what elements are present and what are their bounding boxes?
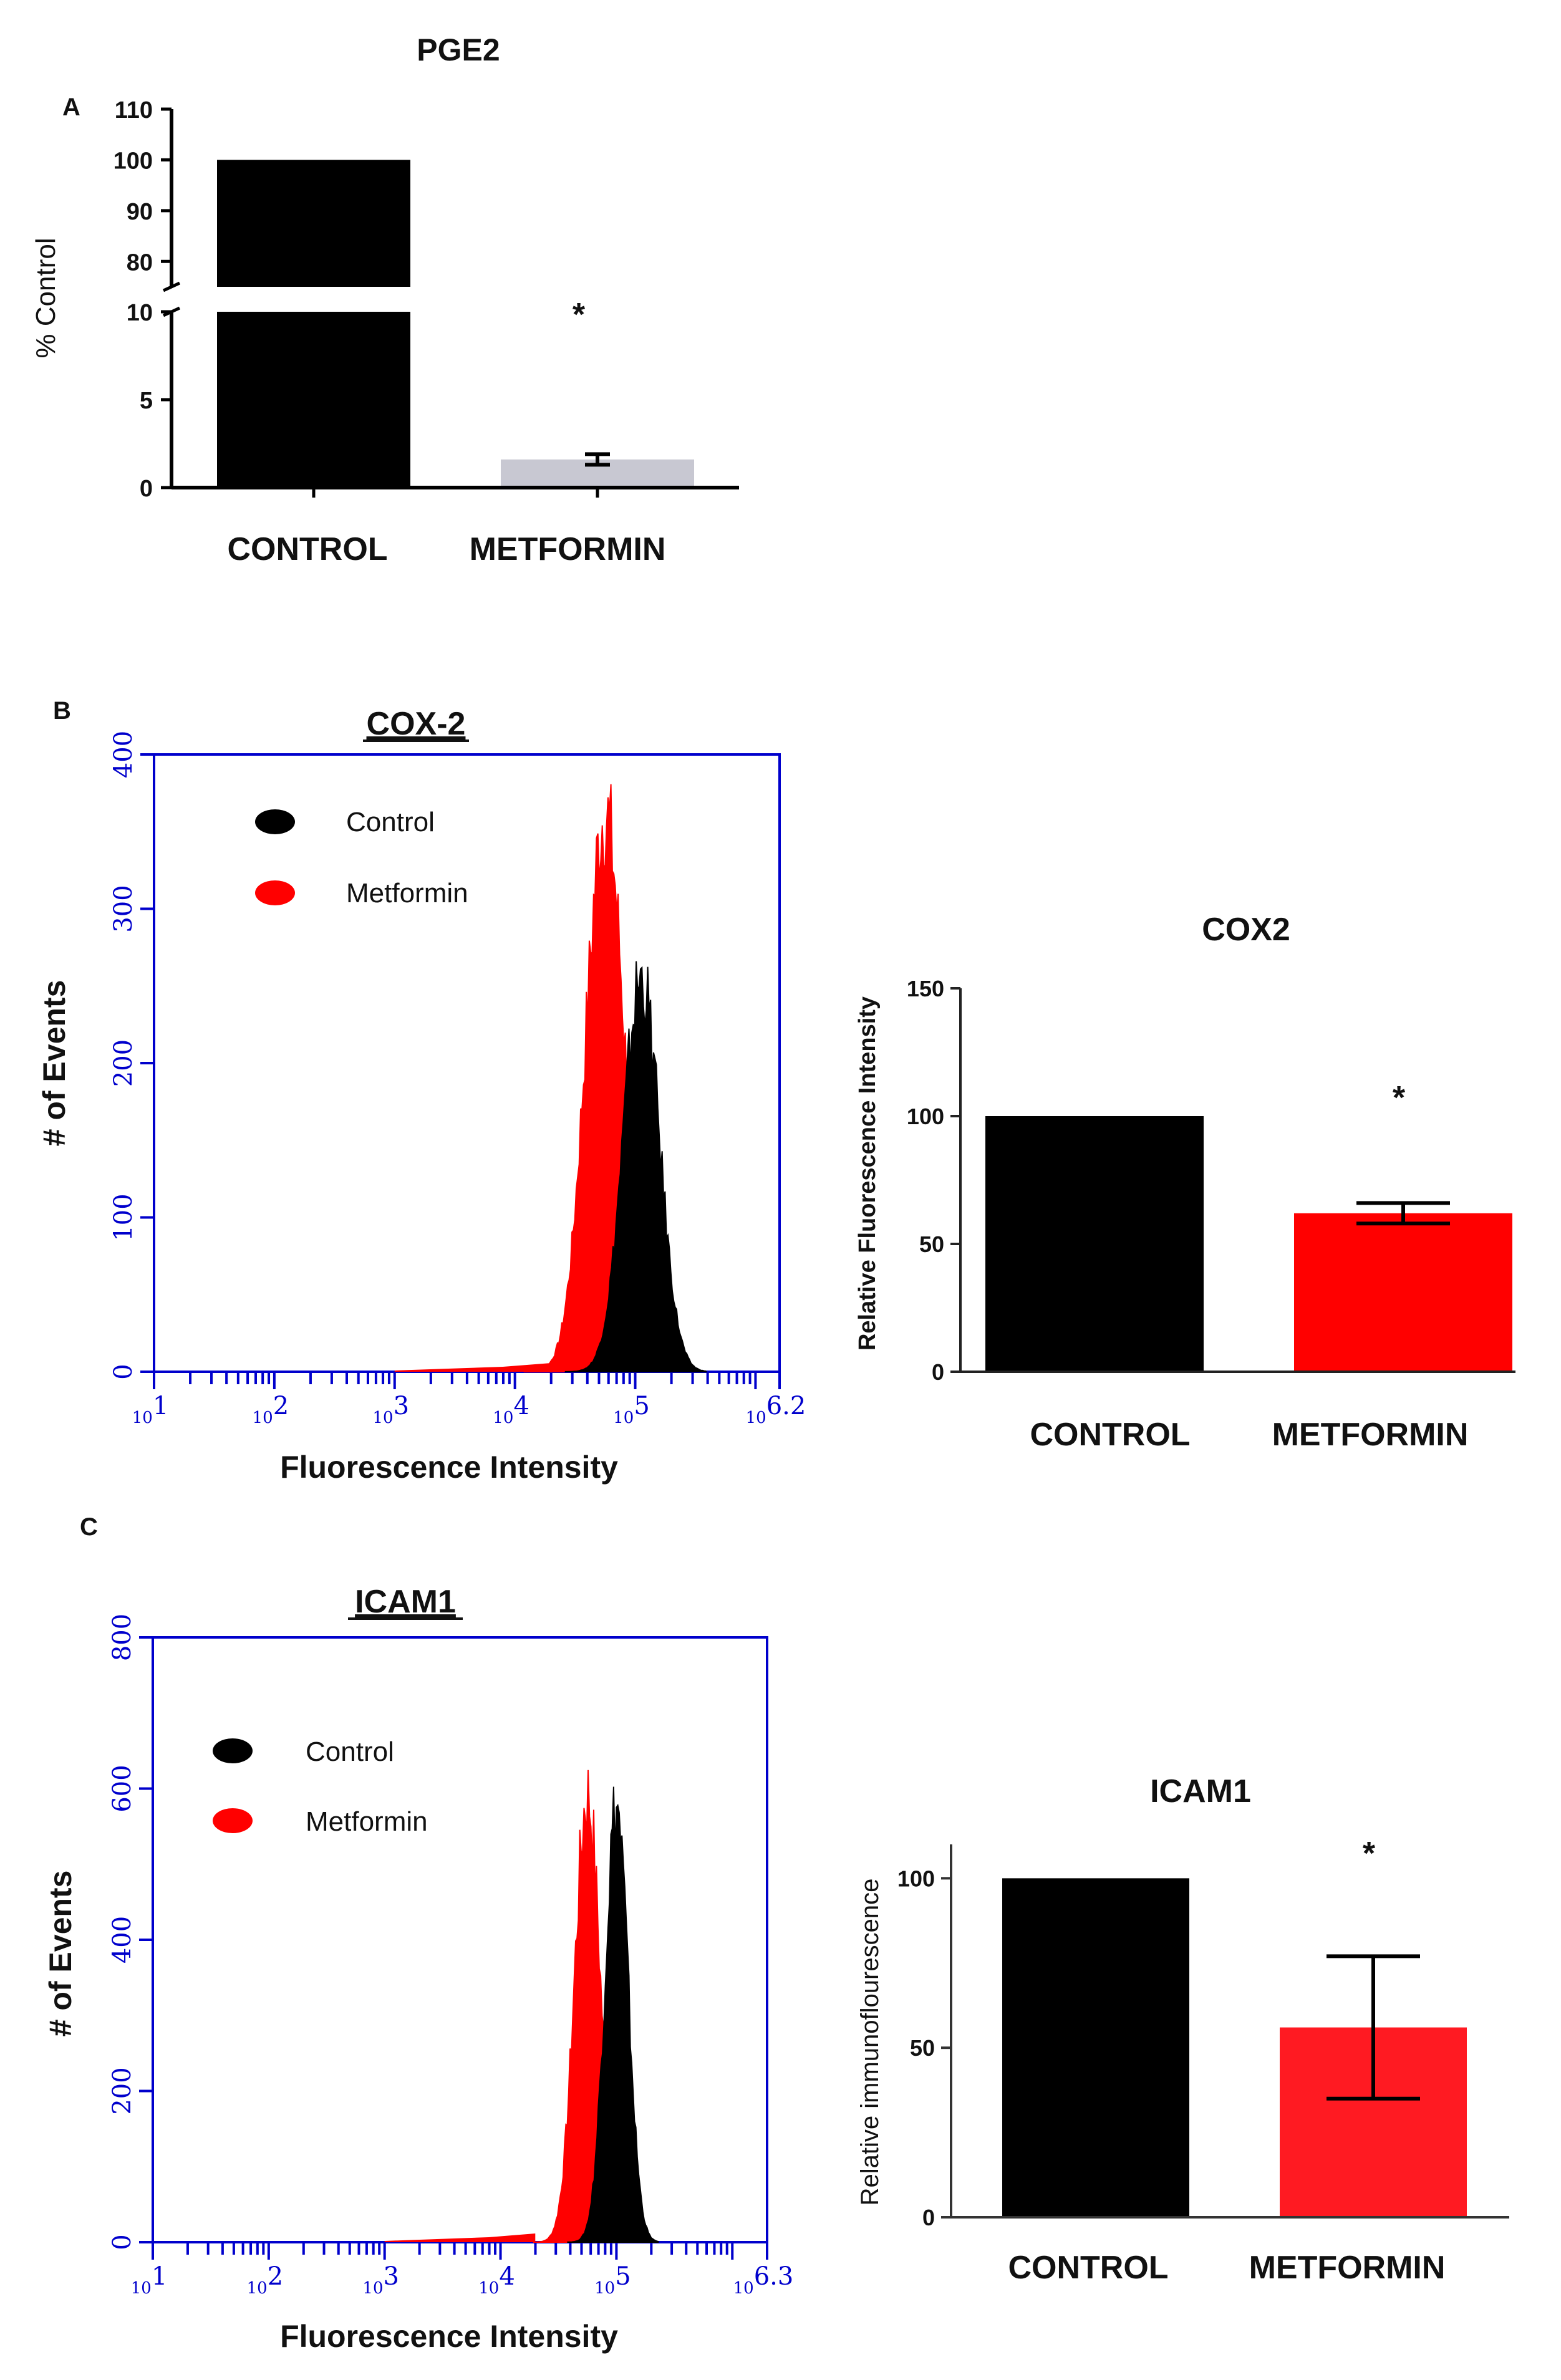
bar-chart-icam1: ICAM1 Relative immunoflourescence 0 50 100… <box>856 1773 1509 2286</box>
y-tick-label-200: 200 <box>108 2067 137 2114</box>
xlabel-icam1-hist: Fluorescence Intensity <box>280 2319 618 2354</box>
y-tick-label-50: 50 <box>919 1231 944 1257</box>
chart-title-pge2: PGE2 <box>417 32 500 67</box>
chart-title-icam1-hist: ICAM1 <box>355 1584 456 1620</box>
x-tick-labels-pge2: CONTROL METFORMIN <box>227 531 665 567</box>
y-tick-label-50: 50 <box>910 2035 935 2061</box>
ylabel-pge2: % Control <box>31 238 61 358</box>
legend-swatch-metformin-icam1 <box>213 1808 253 1833</box>
y-tick-label-10: 10 <box>127 300 153 326</box>
histogram-baseline-noise <box>384 2233 536 2242</box>
plot-area-pge2 <box>217 160 694 488</box>
bar-control <box>1002 1878 1189 2217</box>
legend-swatch-metformin <box>255 880 295 905</box>
y-tick-label-150: 150 <box>907 976 944 1001</box>
x-tick-label-10e5: 105 <box>613 1392 650 1427</box>
y-tick-label-110: 110 <box>115 97 153 123</box>
significance-asterisk-pge2: * <box>573 297 586 333</box>
legend-swatch-control <box>255 809 295 834</box>
x-tick-label-10e6.2: 106.2 <box>746 1392 806 1427</box>
x-tick-label-metformin: METFORMIN <box>470 531 666 567</box>
histogram-series-control <box>566 1786 659 2243</box>
x-tick-label-10e4: 104 <box>493 1392 529 1427</box>
x-tick-label-10e6.3: 106.3 <box>733 2262 794 2298</box>
chart-title-cox-2: COX-2 <box>367 706 466 742</box>
y-tick-label-100: 100 <box>907 1104 944 1129</box>
y-tick-label-90: 90 <box>127 199 153 225</box>
y-tick-label-800: 800 <box>108 1614 137 1661</box>
xlabel-cox2-hist: Fluorescence Intensity <box>280 1450 618 1485</box>
histogram-frame-icam1 <box>152 1636 768 2243</box>
ylabel-cox2-hist: # of Events <box>37 980 72 1147</box>
legend-label-metformin-icam1: Metformin <box>306 1806 428 1837</box>
panel-c: C ICAM1 0 200 400 600 800 101 102 103 104 105 106.… <box>43 1513 1509 2354</box>
histogram-series-control <box>564 961 708 1372</box>
legend-label-control-icam1: Control <box>306 1737 394 1767</box>
y-tick-label-0: 0 <box>109 1364 138 1379</box>
x-tick-label-10e4: 104 <box>478 2262 515 2298</box>
y-tick-label-80: 80 <box>127 249 153 276</box>
y-tick-label-0: 0 <box>922 2205 935 2230</box>
bar-chart-cox2: COX2 Relative Fluorescence Intensity 0 50… <box>854 912 1515 1453</box>
bar-control-lower <box>217 312 410 488</box>
y-tick-label-0: 0 <box>140 476 153 502</box>
x-tick-label-10e5: 105 <box>594 2262 631 2298</box>
y-tick-label-0: 0 <box>932 1359 944 1385</box>
legend-cox2: Control Metformin <box>255 807 468 908</box>
x-tick-label-10e3: 103 <box>362 2262 399 2298</box>
x-tick-label-control: CONTROL <box>227 531 387 567</box>
panel-label-b: B <box>53 697 71 725</box>
axis-break-mark-top <box>162 281 181 292</box>
histogram-plot-cox2: 0 100 200 300 400 101 102 103 104 105 106.2 <box>109 731 806 1427</box>
legend-icam1: Control Metformin <box>213 1737 428 1837</box>
chart-title-cox2: COX2 <box>1202 912 1290 948</box>
x-tick-label-metformin-cox2: METFORMIN <box>1272 1417 1469 1453</box>
bar-control-upper <box>217 160 410 287</box>
x-tick-label-control-cox2: CONTROL <box>1030 1417 1190 1453</box>
x-tick-label-10e2: 102 <box>247 2262 284 2298</box>
y-tick-label-5: 5 <box>140 388 153 414</box>
x-tick-label-10e1: 101 <box>132 1392 169 1427</box>
panel-b: B COX-2 0 100 200 300 400 101 102 103 104 105 106.… <box>37 697 1515 1485</box>
plot-area-icam1-bar: 0 50 100 <box>897 1844 1509 2230</box>
y-tick-label-200: 200 <box>109 1039 138 1087</box>
y-tick-label-400: 400 <box>108 1916 137 1963</box>
y-tick-label-100: 100 <box>114 148 153 174</box>
x-tick-label-10e1: 101 <box>131 2262 168 2298</box>
legend-swatch-control-icam1 <box>213 1738 253 1763</box>
axes-pge2: 0 5 10 80 90 100 110 <box>114 97 739 502</box>
y-tick-label-100: 100 <box>109 1193 138 1241</box>
y-tick-label-400: 400 <box>109 731 138 778</box>
x-tick-label-metformin-icam1: METFORMIN <box>1249 2250 1446 2286</box>
ylabel-icam1-hist: # of Events <box>43 1871 78 2037</box>
bar-control <box>985 1116 1204 1372</box>
y-tick-label-300: 300 <box>109 885 138 932</box>
chart-title-icam1-bar: ICAM1 <box>1150 1773 1251 1809</box>
y-tick-label-600: 600 <box>108 1765 137 1812</box>
panel-label-c: C <box>80 1513 98 1541</box>
ylabel-icam1-bar: Relative immunoflourescence <box>856 1879 884 2206</box>
legend-label-metformin: Metformin <box>346 878 468 908</box>
y-tick-label-0: 0 <box>108 2234 137 2250</box>
plot-area-cox2-bar: 0 50 100 150 <box>907 976 1515 1385</box>
histogram-frame-cox2 <box>153 753 781 1373</box>
significance-asterisk-icam1: * <box>1363 1836 1376 1872</box>
x-tick-label-10e3: 103 <box>372 1392 409 1427</box>
panel-label-a: A <box>62 94 80 121</box>
legend-label-control: Control <box>346 807 435 837</box>
histogram-plot-icam1: 0 200 400 600 800 101 102 103 104 105 106.3 <box>108 1614 793 2298</box>
x-tick-label-10e2: 102 <box>253 1392 289 1427</box>
ylabel-cox2-bar: Relative Fluorescence Intensity <box>854 996 881 1351</box>
bar-metformin <box>1294 1213 1512 1372</box>
significance-asterisk-cox2: * <box>1393 1080 1406 1116</box>
x-tick-label-control-icam1: CONTROL <box>1008 2250 1168 2286</box>
histogram-baseline-noise <box>394 1363 551 1372</box>
y-tick-label-100: 100 <box>897 1866 935 1891</box>
panel-a: A PGE2 % Control 0 5 10 80 90 100 110 CONTROL … <box>31 32 739 567</box>
